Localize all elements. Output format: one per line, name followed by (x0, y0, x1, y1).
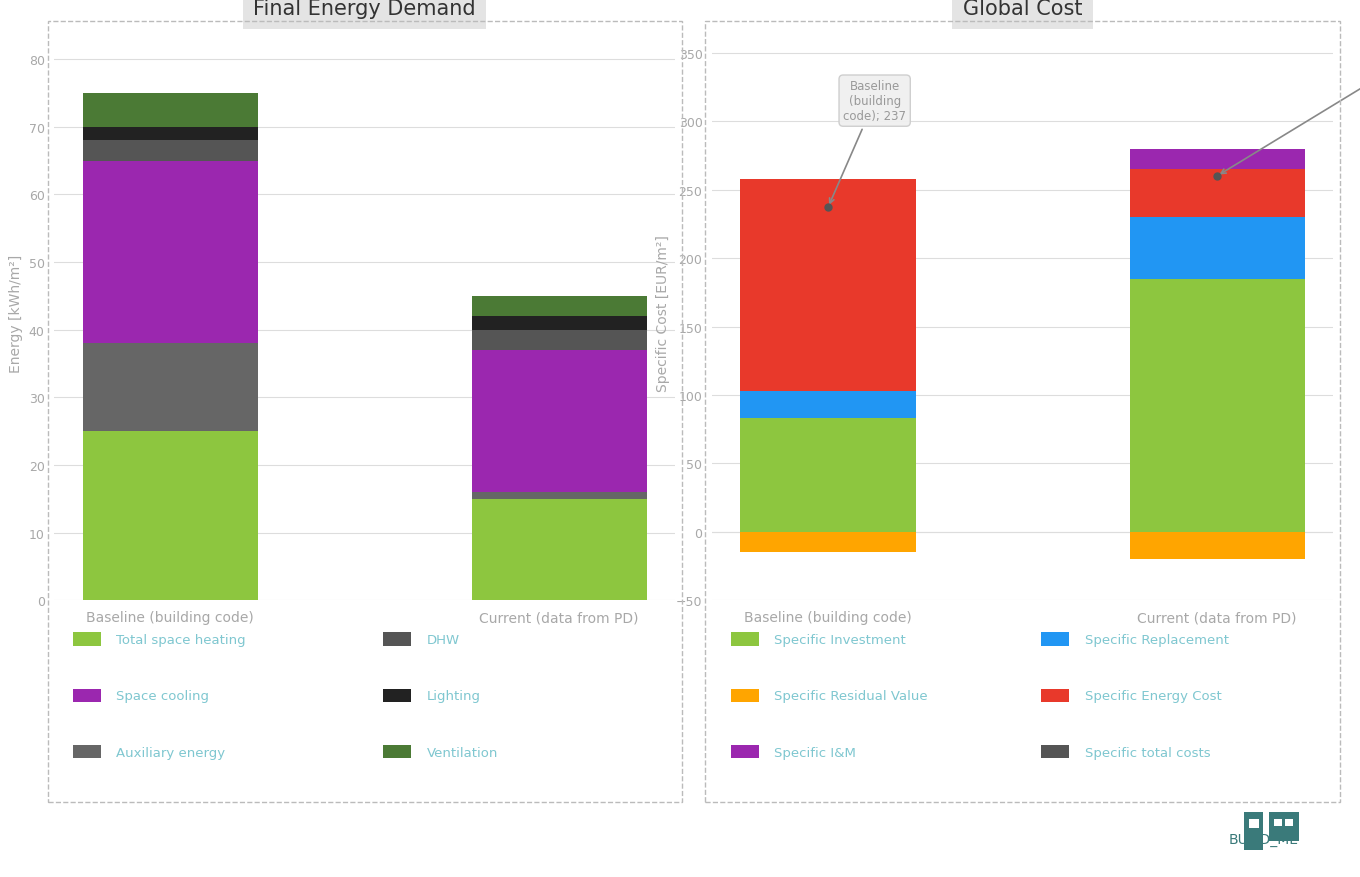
Bar (1274, 819, 1282, 826)
Bar (1248, 819, 1258, 829)
Bar (1130, 279, 1304, 532)
Bar (472, 296, 647, 317)
Bar (1130, 532, 1304, 560)
Bar (1042, 688, 1069, 702)
Bar (384, 632, 411, 645)
Text: Specific Energy Cost: Specific Energy Cost (1084, 689, 1221, 702)
Bar (730, 745, 759, 759)
Bar (83, 94, 257, 128)
Bar (384, 745, 411, 759)
Bar (1042, 632, 1069, 645)
Text: Lighting: Lighting (427, 689, 480, 702)
Bar (83, 128, 257, 141)
Title: Global Cost: Global Cost (963, 0, 1083, 19)
Bar (1130, 149, 1304, 170)
Text: Specific Investment: Specific Investment (774, 633, 906, 646)
Text: DHW: DHW (427, 633, 460, 646)
Bar (740, 391, 915, 419)
Bar (83, 161, 257, 344)
Bar (472, 331, 647, 351)
Bar (1130, 170, 1304, 217)
Text: BUILD_ME: BUILD_ME (1229, 832, 1299, 846)
Text: Specific Residual Value: Specific Residual Value (774, 689, 928, 702)
Bar (740, 180, 915, 391)
Text: Space cooling: Space cooling (117, 689, 209, 702)
Text: Specific Replacement: Specific Replacement (1084, 633, 1228, 646)
Bar (1244, 812, 1263, 851)
Bar (1042, 745, 1069, 759)
Bar (83, 344, 257, 431)
Bar (73, 688, 101, 702)
Text: Specific I&M: Specific I&M (774, 745, 857, 759)
Bar (740, 419, 915, 532)
Text: Specific total costs: Specific total costs (1084, 745, 1210, 759)
Text: Ventilation: Ventilation (427, 745, 498, 759)
Text: Auxiliary energy: Auxiliary energy (117, 745, 226, 759)
Bar (472, 493, 647, 499)
Text: Current (data
from PD); 260: Current (data from PD); 260 (1221, 39, 1360, 175)
Bar (1285, 819, 1293, 826)
Point (1206, 170, 1228, 184)
Bar (472, 317, 647, 331)
Y-axis label: Specific Cost [EUR/m²]: Specific Cost [EUR/m²] (657, 235, 670, 392)
Text: Baseline
(building
code); 237: Baseline (building code); 237 (830, 80, 906, 204)
Bar (1130, 217, 1304, 279)
Bar (472, 499, 647, 601)
Bar (730, 632, 759, 645)
Bar (1269, 812, 1299, 840)
Text: Total space heating: Total space heating (117, 633, 246, 646)
Bar (740, 532, 915, 553)
Bar (73, 745, 101, 759)
Title: Final Energy Demand: Final Energy Demand (253, 0, 476, 19)
Point (817, 201, 839, 215)
Bar (73, 632, 101, 645)
Bar (384, 688, 411, 702)
Bar (730, 688, 759, 702)
Y-axis label: Energy [kWh/m²]: Energy [kWh/m²] (10, 254, 23, 373)
Bar (472, 351, 647, 493)
Bar (83, 141, 257, 161)
Bar (83, 431, 257, 601)
